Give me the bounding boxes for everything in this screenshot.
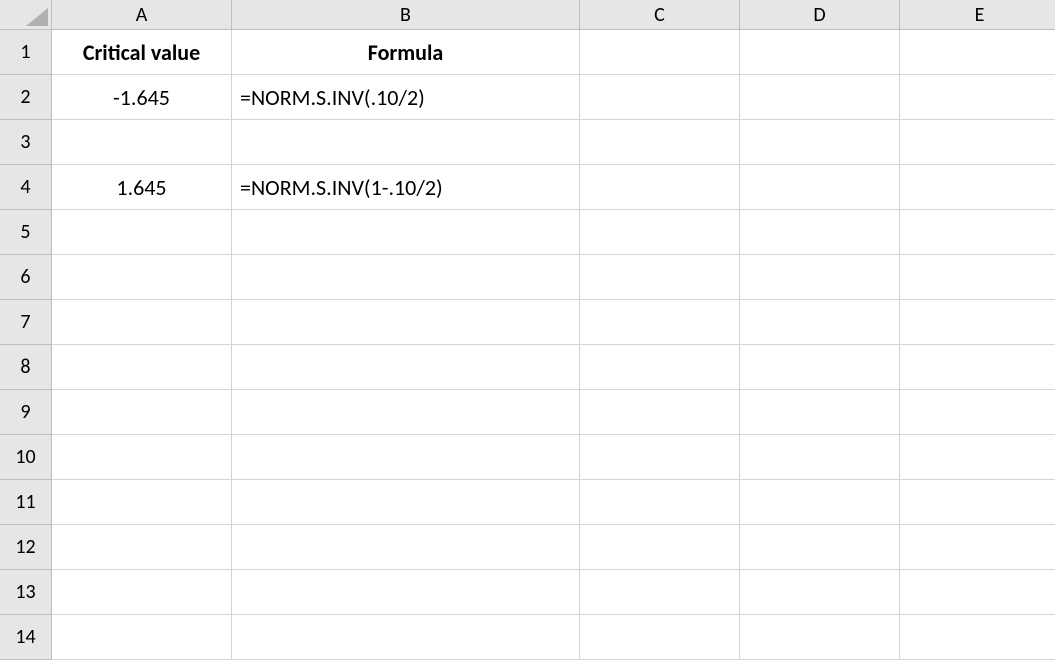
cell-E12[interactable] <box>900 525 1055 570</box>
cell-C8[interactable] <box>580 345 740 390</box>
cell-C6[interactable] <box>580 255 740 300</box>
select-all-corner[interactable] <box>0 0 52 30</box>
cell-A6[interactable] <box>52 255 232 300</box>
cell-B3[interactable] <box>232 120 580 165</box>
column-header-D[interactable]: D <box>740 0 900 30</box>
cell-C13[interactable] <box>580 570 740 615</box>
cell-D3[interactable] <box>740 120 900 165</box>
row-header-12[interactable]: 12 <box>0 525 52 570</box>
cell-D5[interactable] <box>740 210 900 255</box>
cell-D9[interactable] <box>740 390 900 435</box>
cell-D12[interactable] <box>740 525 900 570</box>
cell-E14[interactable] <box>900 615 1055 660</box>
cell-E10[interactable] <box>900 435 1055 480</box>
cell-A9[interactable] <box>52 390 232 435</box>
cell-D7[interactable] <box>740 300 900 345</box>
cell-D8[interactable] <box>740 345 900 390</box>
cell-C14[interactable] <box>580 615 740 660</box>
cell-C5[interactable] <box>580 210 740 255</box>
cell-B13[interactable] <box>232 570 580 615</box>
cell-E5[interactable] <box>900 210 1055 255</box>
cell-A8[interactable] <box>52 345 232 390</box>
cell-C10[interactable] <box>580 435 740 480</box>
cell-D4[interactable] <box>740 165 900 210</box>
cell-A12[interactable] <box>52 525 232 570</box>
cell-A2[interactable]: -1.645 <box>52 75 232 120</box>
column-header-E[interactable]: E <box>900 0 1055 30</box>
column-header-A[interactable]: A <box>52 0 232 30</box>
cell-E8[interactable] <box>900 345 1055 390</box>
cell-A14[interactable] <box>52 615 232 660</box>
column-header-B[interactable]: B <box>232 0 580 30</box>
cell-B4[interactable]: =NORM.S.INV(1-.10/2) <box>232 165 580 210</box>
cell-B14[interactable] <box>232 615 580 660</box>
row-header-5[interactable]: 5 <box>0 210 52 255</box>
cell-E6[interactable] <box>900 255 1055 300</box>
cell-D1[interactable] <box>740 30 900 75</box>
cell-C9[interactable] <box>580 390 740 435</box>
row-header-4[interactable]: 4 <box>0 165 52 210</box>
cell-C1[interactable] <box>580 30 740 75</box>
row-header-7[interactable]: 7 <box>0 300 52 345</box>
cell-C11[interactable] <box>580 480 740 525</box>
cell-E11[interactable] <box>900 480 1055 525</box>
row-header-13[interactable]: 13 <box>0 570 52 615</box>
cell-B8[interactable] <box>232 345 580 390</box>
cell-D10[interactable] <box>740 435 900 480</box>
cell-D6[interactable] <box>740 255 900 300</box>
cell-B7[interactable] <box>232 300 580 345</box>
cell-E2[interactable] <box>900 75 1055 120</box>
cell-A5[interactable] <box>52 210 232 255</box>
row-header-6[interactable]: 6 <box>0 255 52 300</box>
spreadsheet-grid[interactable]: ABCDE 1Critical valueFormula 2-1.645=NORM.… <box>0 0 1055 660</box>
cell-A4[interactable]: 1.645 <box>52 165 232 210</box>
cell-C2[interactable] <box>580 75 740 120</box>
cell-E3[interactable] <box>900 120 1055 165</box>
cell-C7[interactable] <box>580 300 740 345</box>
row-header-9[interactable]: 9 <box>0 390 52 435</box>
cell-A1[interactable]: Critical value <box>52 30 232 75</box>
cell-B11[interactable] <box>232 480 580 525</box>
cell-A13[interactable] <box>52 570 232 615</box>
cell-B5[interactable] <box>232 210 580 255</box>
row-header-2[interactable]: 2 <box>0 75 52 120</box>
cell-E4[interactable] <box>900 165 1055 210</box>
cell-D13[interactable] <box>740 570 900 615</box>
cell-D2[interactable] <box>740 75 900 120</box>
cell-A11[interactable] <box>52 480 232 525</box>
column-header-C[interactable]: C <box>580 0 740 30</box>
cell-B1[interactable]: Formula <box>232 30 580 75</box>
cell-B2[interactable]: =NORM.S.INV(.10/2) <box>232 75 580 120</box>
cell-C12[interactable] <box>580 525 740 570</box>
cell-A3[interactable] <box>52 120 232 165</box>
cell-E13[interactable] <box>900 570 1055 615</box>
cell-A7[interactable] <box>52 300 232 345</box>
cell-B10[interactable] <box>232 435 580 480</box>
row-header-14[interactable]: 14 <box>0 615 52 660</box>
cell-D11[interactable] <box>740 480 900 525</box>
cell-A10[interactable] <box>52 435 232 480</box>
row-header-10[interactable]: 10 <box>0 435 52 480</box>
cell-B12[interactable] <box>232 525 580 570</box>
cell-D14[interactable] <box>740 615 900 660</box>
row-header-8[interactable]: 8 <box>0 345 52 390</box>
cell-E1[interactable] <box>900 30 1055 75</box>
cell-C3[interactable] <box>580 120 740 165</box>
row-header-3[interactable]: 3 <box>0 120 52 165</box>
cell-C4[interactable] <box>580 165 740 210</box>
cell-E7[interactable] <box>900 300 1055 345</box>
row-header-11[interactable]: 11 <box>0 480 52 525</box>
cell-B6[interactable] <box>232 255 580 300</box>
row-header-1[interactable]: 1 <box>0 30 52 75</box>
cell-E9[interactable] <box>900 390 1055 435</box>
cell-B9[interactable] <box>232 390 580 435</box>
